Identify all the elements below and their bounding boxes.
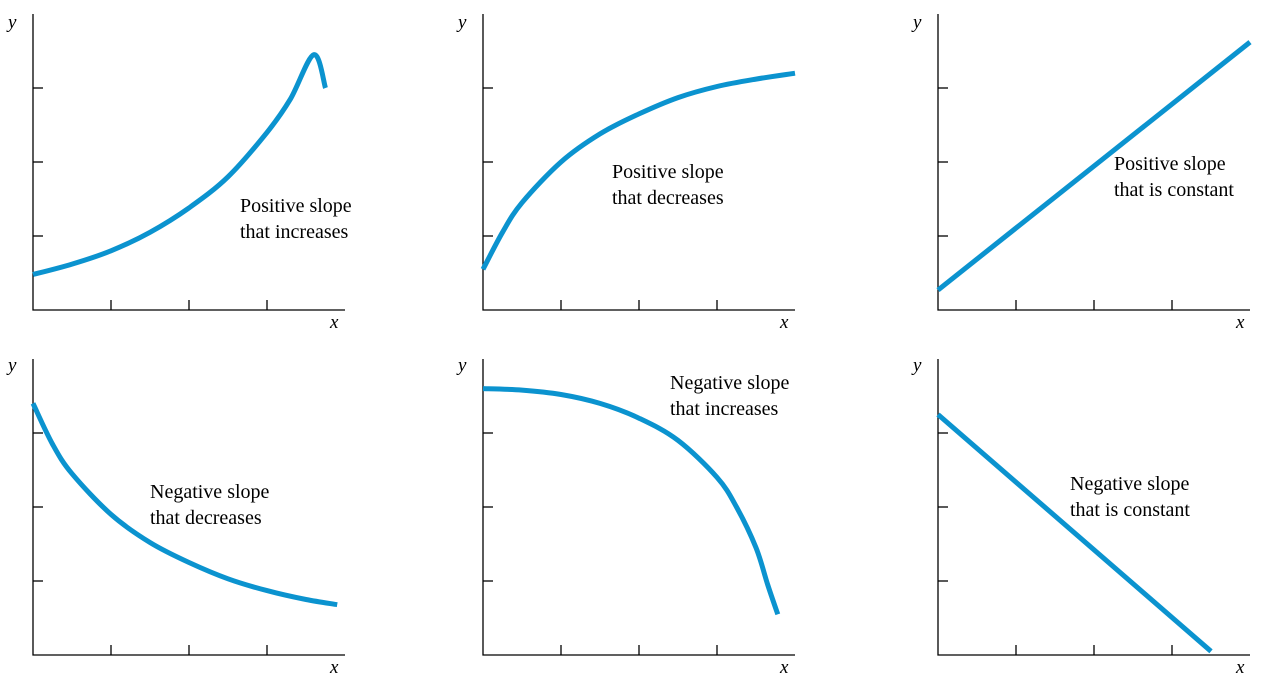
data-curve — [936, 412, 1213, 654]
chart-panel-2: y x Positive slope that decreases — [456, 12, 796, 333]
annotation-line: that is constant — [1070, 499, 1190, 521]
data-curve — [30, 402, 338, 608]
y-axis-label: y — [6, 355, 17, 376]
annotation-line: that increases — [240, 221, 348, 243]
y-axis-label: y — [456, 12, 467, 33]
axes — [482, 14, 795, 311]
annotation: Positive slope that decreases — [612, 161, 724, 209]
y-axis-label: y — [456, 355, 467, 376]
x-axis-label: x — [329, 657, 339, 678]
annotation-line: Positive slope — [1114, 153, 1226, 175]
axes — [32, 359, 345, 656]
data-curve — [32, 52, 328, 277]
annotation: Negative slope that increases — [670, 372, 790, 420]
annotation-line: that decreases — [150, 507, 262, 529]
data-curve — [480, 70, 796, 271]
x-axis-label: x — [329, 312, 339, 333]
axes — [937, 14, 1250, 311]
annotation: Positive slope that increases — [240, 195, 352, 243]
annotation-line: Negative slope — [670, 372, 790, 394]
annotation-line: Positive slope — [240, 195, 352, 217]
annotation-line: Positive slope — [612, 161, 724, 183]
annotation-line: Negative slope — [1070, 473, 1190, 495]
y-axis-label: y — [911, 12, 922, 33]
x-axis-label: x — [1235, 657, 1245, 678]
x-axis-label: x — [779, 312, 789, 333]
chart-panel-4: y x Negative slope that decreases — [6, 355, 345, 678]
data-curve — [936, 40, 1252, 292]
annotation: Negative slope that is constant — [1070, 473, 1190, 521]
y-axis-label: y — [6, 12, 17, 33]
annotation-line: that is constant — [1114, 179, 1234, 201]
chart-panel-6: y x Negative slope that is constant — [911, 355, 1250, 678]
y-axis-label: y — [911, 355, 922, 376]
chart-panel-5: y x Negative slope that increases — [456, 355, 795, 678]
axes — [937, 359, 1250, 656]
chart-panel-3: y x Positive slope that is constant — [911, 12, 1252, 333]
annotation: Negative slope that decreases — [150, 481, 270, 529]
chart-panel-1: y x Positive slope that increases — [6, 12, 352, 333]
annotation-line: that decreases — [612, 187, 724, 209]
x-axis-label: x — [779, 657, 789, 678]
annotation-line: that increases — [670, 398, 778, 420]
axes — [32, 14, 345, 311]
x-axis-label: x — [1235, 312, 1245, 333]
annotation-line: Negative slope — [150, 481, 270, 503]
data-curve — [482, 386, 781, 616]
axes — [482, 359, 795, 656]
annotation: Positive slope that is constant — [1114, 153, 1234, 201]
